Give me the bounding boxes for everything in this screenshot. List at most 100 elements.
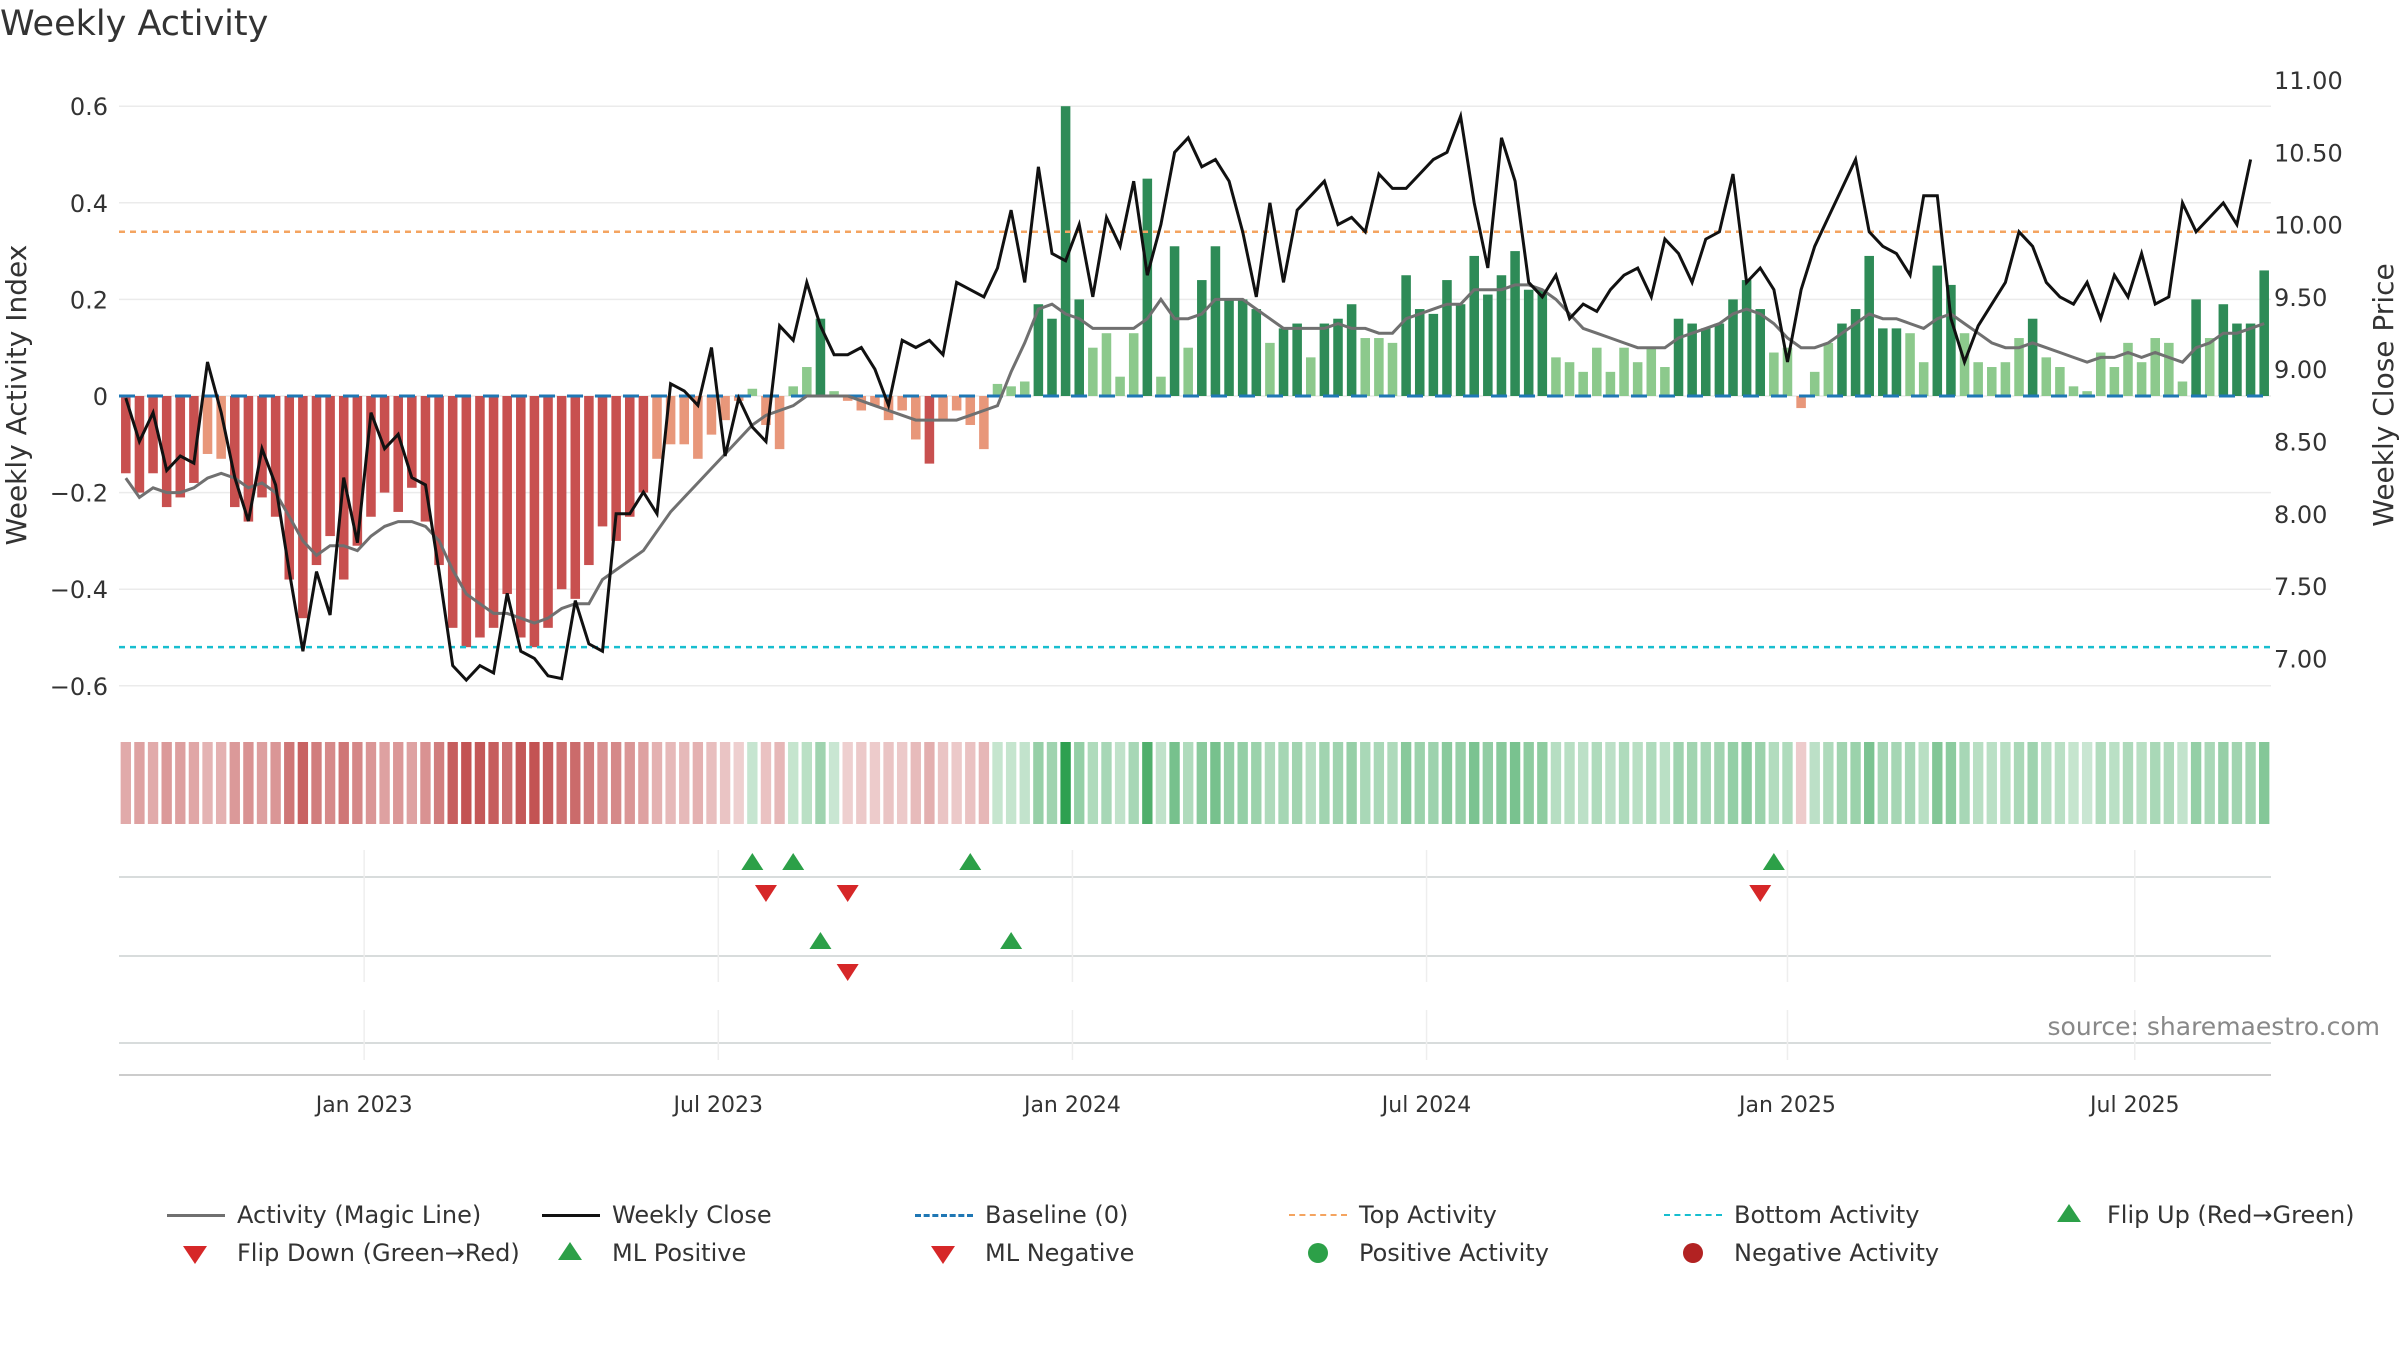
heat-cell (1060, 742, 1071, 824)
heat-cell (1782, 742, 1793, 824)
heat-cell (1972, 742, 1984, 824)
heat-cell (542, 742, 554, 824)
ml-positive-marker (809, 932, 832, 949)
heat-cell (706, 742, 717, 824)
heat-cell (1305, 742, 1316, 824)
activity-bar (1292, 323, 1302, 396)
activity-bar (1728, 299, 1738, 396)
activity-bar (1278, 328, 1289, 396)
activity-bar (461, 396, 472, 648)
activity-bar (1047, 318, 1057, 396)
heat-cell (951, 742, 962, 824)
activity-bar (1306, 357, 1316, 396)
legend-label: Flip Up (Red→Green) (2107, 1201, 2355, 1229)
y-axis-right-label: Weekly Close Price (2367, 263, 2400, 526)
x-tick-label: Jan 2024 (1022, 1093, 1121, 1118)
heat-cell (774, 742, 785, 824)
activity-bar (774, 396, 785, 450)
heat-cell (1264, 742, 1276, 824)
legend-item-flip-up: Flip Up (Red→Green) (2035, 1200, 2355, 1230)
heat-cell (1414, 742, 1425, 824)
heat-cell (1727, 742, 1739, 824)
heat-cell (719, 742, 731, 824)
activity-bar (2000, 362, 2011, 396)
x-tick-label: Jul 2024 (1380, 1093, 1472, 1118)
heat-cell (2231, 742, 2243, 824)
legend-label: Weekly Close (612, 1201, 772, 1229)
heat-cell (1564, 742, 1575, 824)
activity-bar (1428, 313, 1439, 396)
activity-bar (856, 396, 867, 411)
heat-cell (692, 742, 704, 824)
activity-bar (284, 396, 295, 580)
activity-bar (1605, 371, 1616, 396)
activity-bar (311, 396, 322, 566)
activity-bar (1646, 347, 1657, 396)
heat-cell (1019, 742, 1030, 824)
heat-cell (1360, 742, 1371, 824)
y-right-tick-label: 7.00 (2274, 645, 2327, 673)
heat-cell (1673, 742, 1684, 824)
activity-bar (788, 386, 798, 396)
heat-cell (1291, 742, 1303, 824)
activity-bar (2245, 323, 2256, 396)
activity-bar (2041, 357, 2052, 396)
activity-bar (2014, 338, 2024, 396)
legend-label: ML Positive (612, 1239, 747, 1267)
heat-cell (1251, 742, 1262, 824)
activity-bar (1864, 255, 1874, 396)
activity-bar (2232, 323, 2242, 396)
flip-down-marker (1749, 885, 1772, 902)
activity-bar (1850, 309, 1861, 396)
legend-label: Baseline (0) (985, 1201, 1129, 1229)
activity-bar (243, 396, 254, 522)
heat-cell (1550, 742, 1562, 824)
activity-bar (529, 396, 540, 648)
activity-bar (1523, 289, 1534, 396)
activity-bar (706, 396, 717, 435)
activity-bar (1809, 371, 1820, 396)
heat-cell (815, 742, 826, 824)
activity-bar (379, 396, 390, 493)
legend-item-positive-activity: Positive Activity (1287, 1238, 1549, 1268)
heat-cell (2177, 742, 2188, 824)
legend-item-flip-down: Flip Down (Green→Red) (165, 1238, 520, 1268)
black-line-icon (540, 1200, 602, 1230)
activity-bar (597, 396, 608, 527)
activity-bar (488, 396, 499, 628)
heat-cell (2163, 742, 2175, 824)
activity-bar (1755, 309, 1766, 396)
activity-bar (1333, 318, 1343, 396)
heat-cell (1441, 742, 1453, 824)
y-axis-left-label: Weekly Activity Index (0, 245, 33, 546)
heat-cell (1428, 742, 1439, 824)
activity-bar (1973, 362, 1983, 396)
activity-bar (475, 396, 485, 638)
activity-bar (1414, 309, 1425, 396)
heat-cell (1183, 742, 1194, 824)
ml-positive-marker (1000, 932, 1023, 949)
heat-cell (2190, 742, 2202, 824)
red-down-triangle-icon (165, 1238, 227, 1268)
activity-bar (1374, 338, 1384, 396)
y-left-tick-label: −0.4 (50, 576, 108, 604)
heat-cell (747, 742, 758, 824)
activity-bar (2218, 304, 2229, 396)
legend-label: ML Negative (985, 1239, 1135, 1267)
activity-bar (1905, 333, 1915, 396)
activity-bar (2164, 342, 2174, 396)
heat-cell (583, 742, 595, 824)
activity-bar (1769, 352, 1779, 396)
heat-cell (992, 742, 1003, 824)
heat-cell (1809, 742, 1820, 824)
activity-bar (1891, 328, 1902, 396)
legend-item-bottom-activity: Bottom Activity (1662, 1200, 1919, 1230)
heat-cell (1823, 742, 1834, 824)
y-right-tick-label: 10.50 (2274, 139, 2343, 167)
legend-label: Bottom Activity (1734, 1201, 1920, 1229)
heat-cell (978, 742, 990, 824)
heat-cell (529, 742, 540, 824)
heat-cell (1033, 742, 1044, 824)
activity-bar (938, 396, 948, 421)
activity-bar (1319, 323, 1330, 396)
